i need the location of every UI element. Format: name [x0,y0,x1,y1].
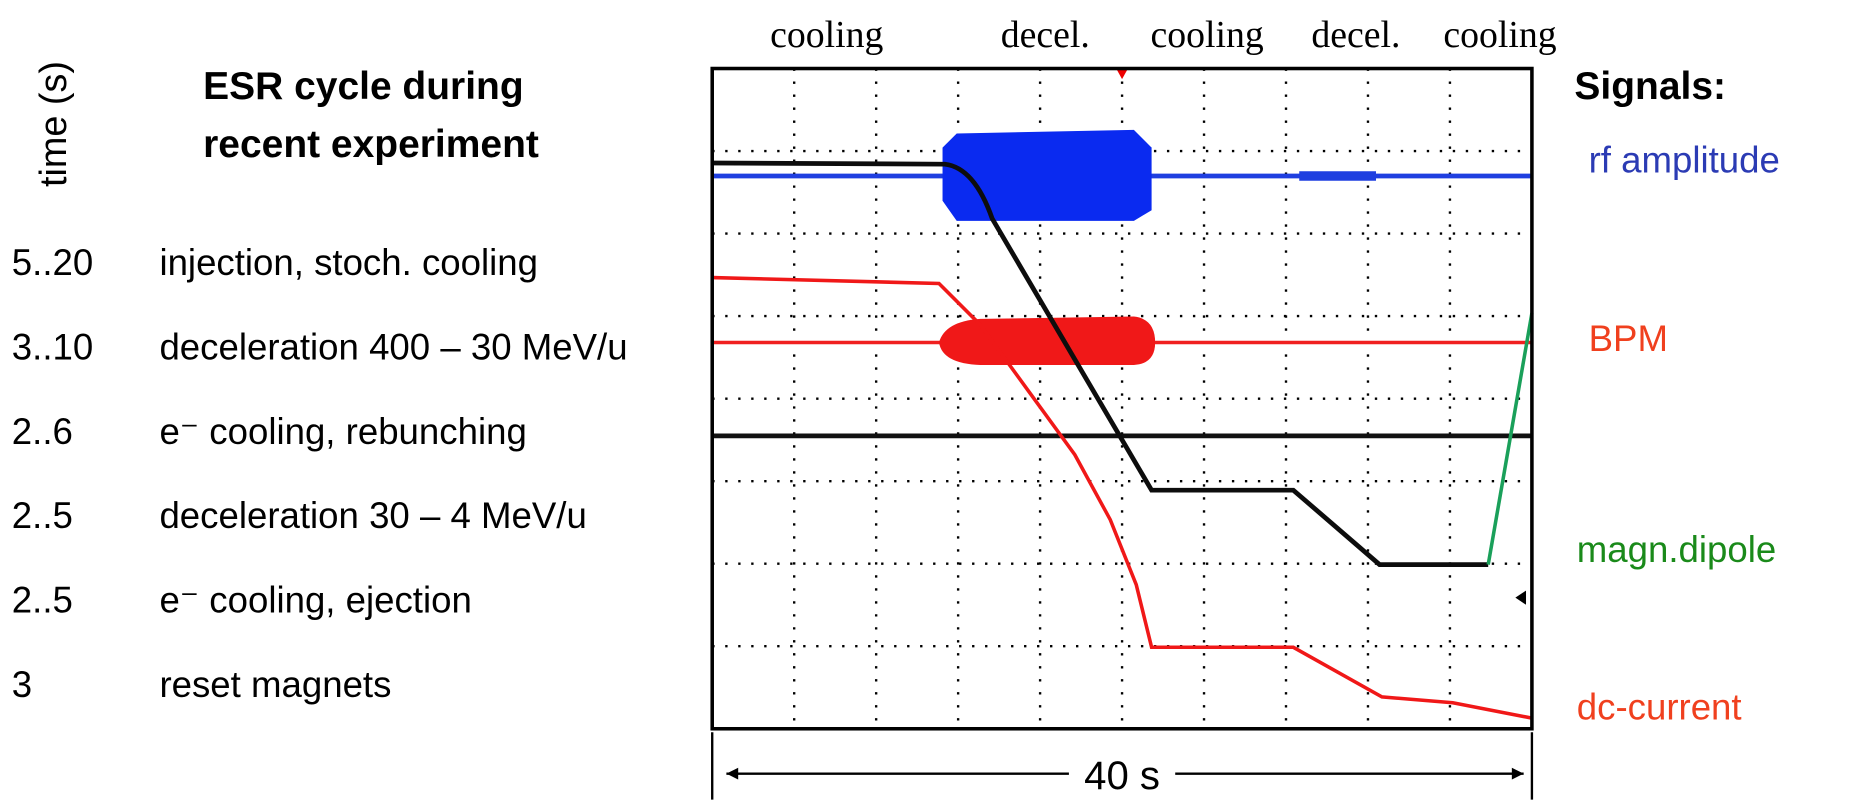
time-axis-label: time (s) [33,61,75,187]
step-description: deceleration 400 – 30 MeV/u [159,327,627,368]
step-time: 5..20 [12,242,93,283]
signals-heading: Signals: [1574,65,1726,108]
phase-labels: cooling decel. cooling decel. cooling [770,14,1557,56]
bpm-burst [939,317,1155,365]
step-description: e⁻ cooling, rebunching [159,411,526,452]
signal-legend: Signals: rf amplitude BPM magn.dipole dc… [1574,65,1779,727]
phase-label: decel. [1311,14,1400,56]
step-time: 2..5 [12,580,73,621]
signal-label: magn.dipole [1577,529,1776,570]
step-time: 3 [12,664,32,705]
slide: cooling decel. cooling decel. cooling time (… [0,0,1852,800]
step-time: 2..5 [12,495,73,536]
signal-label: dc-current [1577,686,1742,727]
step-description: reset magnets [159,664,391,705]
step-time: 3..10 [12,327,93,368]
step-description: injection, stoch. cooling [159,242,538,283]
signal-label: BPM [1589,318,1668,359]
step-description: e⁻ cooling, ejection [159,580,471,621]
signal-label: rf amplitude [1589,139,1780,180]
time-scale: 40 s [712,732,1532,799]
rf-burst [943,130,1152,221]
scale-label: 40 s [1084,753,1160,798]
step-description: deceleration 30 – 4 MeV/u [159,495,586,536]
page: {"phase_labels": ["cooling", "decel.", "… [0,0,1852,800]
phase-label: decel. [1001,14,1090,56]
step-time: 2..6 [12,411,73,452]
phase-label: cooling [770,14,883,56]
phase-label: cooling [1443,14,1556,56]
title: recent experiment [203,123,539,166]
step-list: 5..20 injection, stoch. cooling 3..10 decel… [12,242,628,705]
title: ESR cycle during [203,65,524,108]
oscilloscope [712,69,1532,729]
phase-label: cooling [1150,14,1263,56]
